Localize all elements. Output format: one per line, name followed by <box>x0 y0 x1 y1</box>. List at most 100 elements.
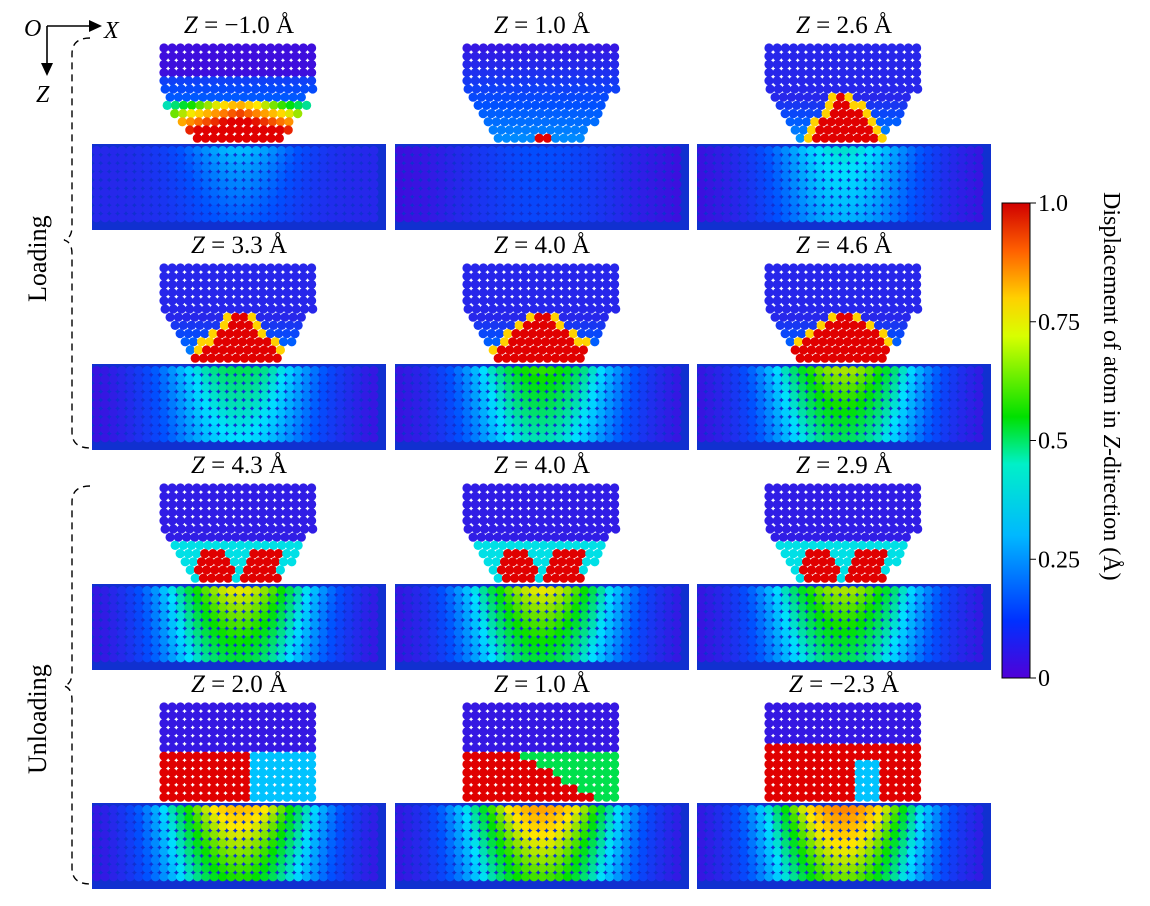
indenter-atom <box>764 43 774 53</box>
substrate-atom <box>335 204 345 214</box>
substrate-atom <box>739 602 749 613</box>
substrate-atom <box>159 847 169 857</box>
substrate-atom <box>965 611 976 621</box>
indenter-atom <box>838 491 848 501</box>
indenter-atom <box>296 92 306 102</box>
indenter-atom <box>216 51 226 61</box>
substrate-atom <box>453 154 463 164</box>
substrate-atom <box>218 213 228 223</box>
indenter-atom <box>470 279 480 289</box>
indenter-atom <box>177 117 187 127</box>
substrate-atom <box>512 653 522 663</box>
substrate-atom <box>713 619 724 629</box>
substrate-atom <box>92 382 102 392</box>
substrate-atom <box>957 586 967 596</box>
substrate-atom <box>125 399 135 409</box>
substrate-atom <box>276 204 286 214</box>
substrate-atom <box>395 628 405 638</box>
indenter-atom <box>495 483 505 493</box>
substrate-atom <box>907 171 917 181</box>
indenter-atom <box>249 507 259 518</box>
substrate-atom <box>797 196 808 206</box>
substrate-atom <box>445 636 455 646</box>
indenter-atom <box>513 125 523 135</box>
indenter-atom <box>233 76 243 86</box>
indenter-atom <box>498 320 508 330</box>
substrate-atom <box>655 399 665 409</box>
substrate-atom <box>537 408 548 418</box>
substrate-atom <box>428 594 438 604</box>
indenter-atom <box>805 76 815 86</box>
indenter-atom <box>200 133 211 143</box>
substrate-atom <box>713 196 724 206</box>
substrate-atom <box>462 644 472 655</box>
indenter-atom <box>257 710 267 720</box>
indenter-atom <box>791 540 802 551</box>
substrate-atom <box>218 611 228 621</box>
substrate-atom <box>571 374 581 384</box>
substrate-atom <box>789 399 799 409</box>
indenter-atom <box>470 491 480 501</box>
indenter-atom <box>865 100 875 110</box>
substrate-atom <box>260 382 270 392</box>
substrate-atom <box>276 872 286 882</box>
substrate-atom <box>108 374 118 384</box>
substrate-atom <box>360 586 370 596</box>
indenter-atom <box>593 499 603 509</box>
substrate-atom <box>579 594 590 604</box>
substrate-atom <box>218 636 228 646</box>
substrate-atom <box>907 408 917 418</box>
substrate-atom <box>764 611 774 621</box>
substrate-atom <box>420 399 430 409</box>
indenter-atom <box>462 491 472 501</box>
substrate-atom <box>276 653 286 663</box>
substrate-atom <box>243 594 253 604</box>
substrate-atom <box>890 213 900 223</box>
substrate-atom <box>470 213 480 223</box>
substrate-atom <box>571 171 581 181</box>
substrate-atom <box>814 408 824 418</box>
substrate-atom <box>108 188 118 198</box>
substrate-atom <box>932 162 942 172</box>
indenter-atom <box>233 710 243 720</box>
indenter-atom <box>549 117 559 127</box>
substrate-atom <box>907 366 917 376</box>
substrate-atom <box>890 179 900 189</box>
indenter-atom <box>590 337 600 347</box>
substrate-atom <box>772 399 782 409</box>
substrate-atom <box>453 636 463 646</box>
substrate-atom <box>251 391 261 401</box>
indenter-atom <box>496 345 507 355</box>
substrate-atom <box>251 146 261 156</box>
substrate-atom <box>125 586 135 596</box>
indenter-atom <box>872 84 882 94</box>
substrate-atom <box>915 391 925 401</box>
substrate-atom <box>134 644 144 655</box>
indenter-atom <box>824 540 834 551</box>
indenter-atom <box>208 329 218 339</box>
indenter <box>159 702 317 802</box>
substrate-atom <box>268 382 278 392</box>
indenter-atom <box>242 84 252 94</box>
indenter-atom <box>773 524 783 534</box>
substrate-atom <box>218 838 228 848</box>
indenter-atom <box>478 76 488 86</box>
indenter-atom <box>879 68 889 78</box>
indenter-atom <box>478 483 488 493</box>
substrate-atom <box>428 586 438 596</box>
substrate-atom <box>260 863 270 874</box>
indenter-atom <box>778 532 788 542</box>
substrate-atom <box>318 602 328 613</box>
indenter-atom <box>552 51 562 61</box>
substrate-atom <box>192 179 202 189</box>
indenter-atom <box>775 540 785 551</box>
substrate-atom <box>302 374 312 384</box>
substrate-atom <box>150 847 160 857</box>
substrate-atom <box>369 424 379 434</box>
substrate-atom <box>218 830 228 840</box>
indenter-atom <box>214 312 224 322</box>
substrate-atom <box>705 179 715 189</box>
indenter-atom <box>216 483 226 493</box>
substrate-atom <box>302 821 312 832</box>
substrate-atom <box>848 188 858 198</box>
